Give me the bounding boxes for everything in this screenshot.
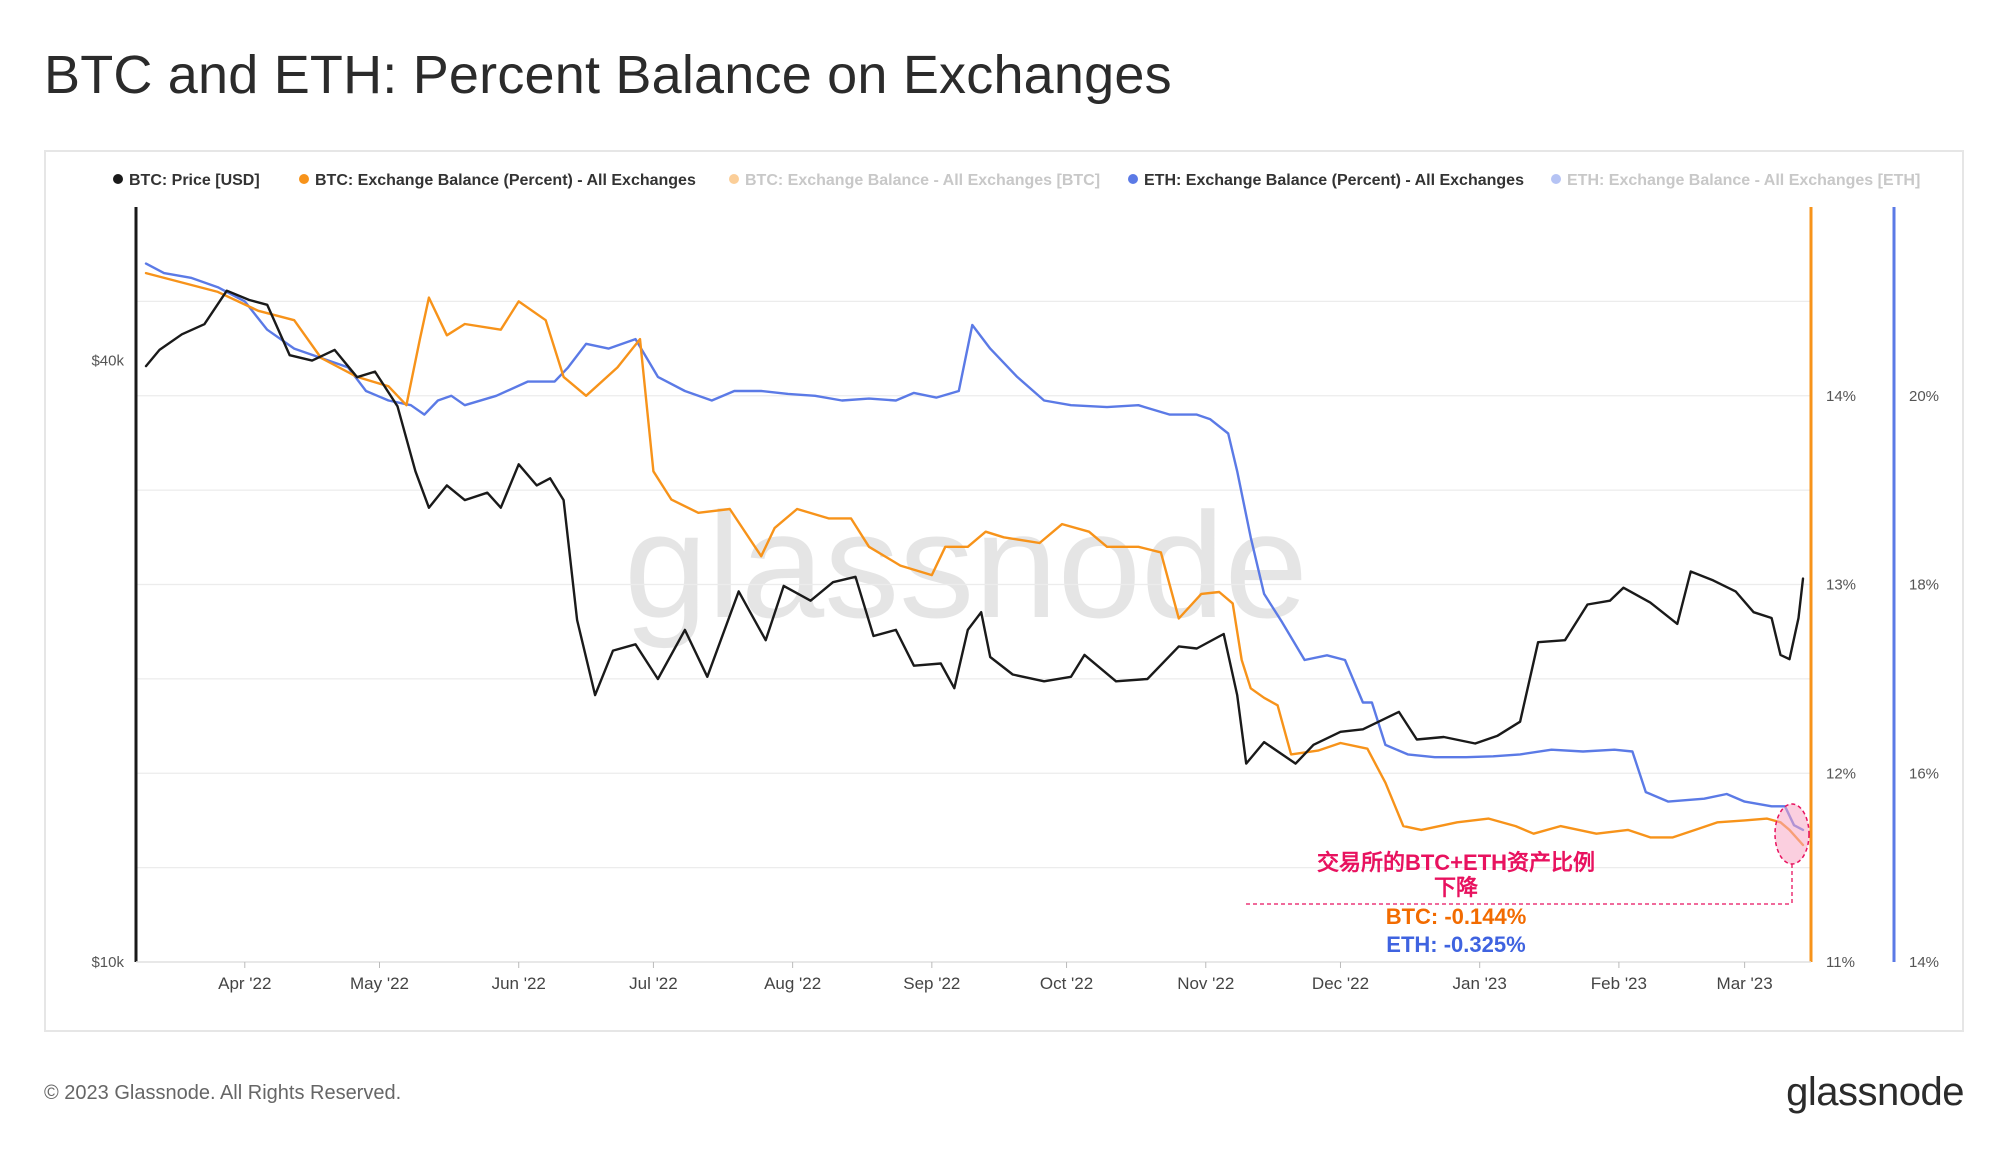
axes xyxy=(134,207,1896,963)
annotation-btc-change: BTC: -0.144% xyxy=(1386,904,1527,929)
legend-item[interactable]: ETH: Exchange Balance (Percent) - All Ex… xyxy=(1128,172,1524,189)
x-axis-ticks: Apr '22 May '22 Jun '22 Jul '22 Aug '22 Sep '… xyxy=(218,962,1773,993)
x-tick-label: Jan '23 xyxy=(1453,974,1507,993)
chart-frame: glassnode BTC: Price [USD] BTC: Exchange … xyxy=(44,150,1964,1032)
legend: BTC: Price [USD] BTC: Exchange Balance (P… xyxy=(113,172,1920,189)
page-title: BTC and ETH: Percent Balance on Exchange… xyxy=(44,45,1172,105)
x-tick-label: Mar '23 xyxy=(1717,974,1773,993)
legend-marker xyxy=(299,174,309,184)
annotation-line1: 交易所的BTC+ETH资产比例 xyxy=(1317,850,1595,875)
y-right-btc-tick-label: 14% xyxy=(1826,388,1856,405)
y-right-btc-tick-label: 12% xyxy=(1826,765,1856,782)
btc-exchange-percent-line xyxy=(144,271,1805,847)
legend-item[interactable]: BTC: Exchange Balance (Percent) - All Ex… xyxy=(299,172,696,189)
legend-item[interactable]: ETH: Exchange Balance - All Exchanges [E… xyxy=(1551,172,1920,189)
legend-marker xyxy=(729,174,739,184)
y-left-tick-label: $10k xyxy=(91,954,124,971)
legend-item[interactable]: BTC: Exchange Balance - All Exchanges [B… xyxy=(729,172,1100,189)
legend-label: BTC: Exchange Balance (Percent) - All Ex… xyxy=(315,172,696,189)
series-lines xyxy=(144,262,1805,847)
x-tick-label: Oct '22 xyxy=(1040,974,1093,993)
footer-copyright: © 2023 Glassnode. All Rights Reserved. xyxy=(44,1082,402,1104)
legend-label: BTC: Exchange Balance - All Exchanges [B… xyxy=(745,172,1100,189)
y-right-btc-axis-ticks: 14% 13% 12% 11% xyxy=(1826,388,1856,971)
y-right-eth-tick-label: 20% xyxy=(1909,388,1939,405)
annotation-eth-change: ETH: -0.325% xyxy=(1386,932,1525,957)
x-tick-label: Sep '22 xyxy=(903,974,960,993)
x-tick-label: Jul '22 xyxy=(629,974,678,993)
legend-label: BTC: Price [USD] xyxy=(129,172,260,189)
y-right-btc-tick-label: 11% xyxy=(1826,954,1855,971)
footer-logo: glassnode xyxy=(1786,1070,1964,1114)
y-right-eth-tick-label: 14% xyxy=(1909,954,1939,971)
annotation: 交易所的BTC+ETH资产比例 下降 BTC: -0.144% ETH: -0.… xyxy=(1246,803,1810,957)
x-tick-label: Feb '23 xyxy=(1591,974,1647,993)
y-right-eth-tick-label: 16% xyxy=(1909,765,1939,782)
x-tick-label: Aug '22 xyxy=(764,974,821,993)
legend-label: ETH: Exchange Balance (Percent) - All Ex… xyxy=(1144,172,1524,189)
x-tick-label: Apr '22 xyxy=(218,974,271,993)
legend-marker xyxy=(1551,174,1561,184)
x-tick-label: Dec '22 xyxy=(1312,974,1369,993)
y-right-btc-tick-label: 13% xyxy=(1826,577,1856,594)
y-left-axis-ticks: $40k $10k xyxy=(91,353,124,971)
legend-marker xyxy=(113,174,123,184)
y-left-tick-label: $40k xyxy=(91,353,124,370)
eth-exchange-percent-line xyxy=(144,262,1805,832)
annotation-line2: 下降 xyxy=(1434,875,1479,900)
chart-svg: glassnode BTC: Price [USD] BTC: Exchange … xyxy=(91,172,1939,993)
legend-marker xyxy=(1128,174,1138,184)
y-right-eth-tick-label: 18% xyxy=(1909,577,1939,594)
grid xyxy=(136,300,1811,869)
btc-price-line xyxy=(144,289,1805,765)
legend-item[interactable]: BTC: Price [USD] xyxy=(113,172,260,189)
highlight-ellipse xyxy=(1774,803,1810,865)
watermark-logo: glassnode xyxy=(624,481,1308,649)
y-right-eth-axis-ticks: 20% 18% 16% 14% xyxy=(1909,388,1939,971)
legend-label: ETH: Exchange Balance - All Exchanges [E… xyxy=(1567,172,1920,189)
x-tick-label: Jun '22 xyxy=(492,974,546,993)
x-tick-label: May '22 xyxy=(350,974,409,993)
x-tick-label: Nov '22 xyxy=(1177,974,1234,993)
